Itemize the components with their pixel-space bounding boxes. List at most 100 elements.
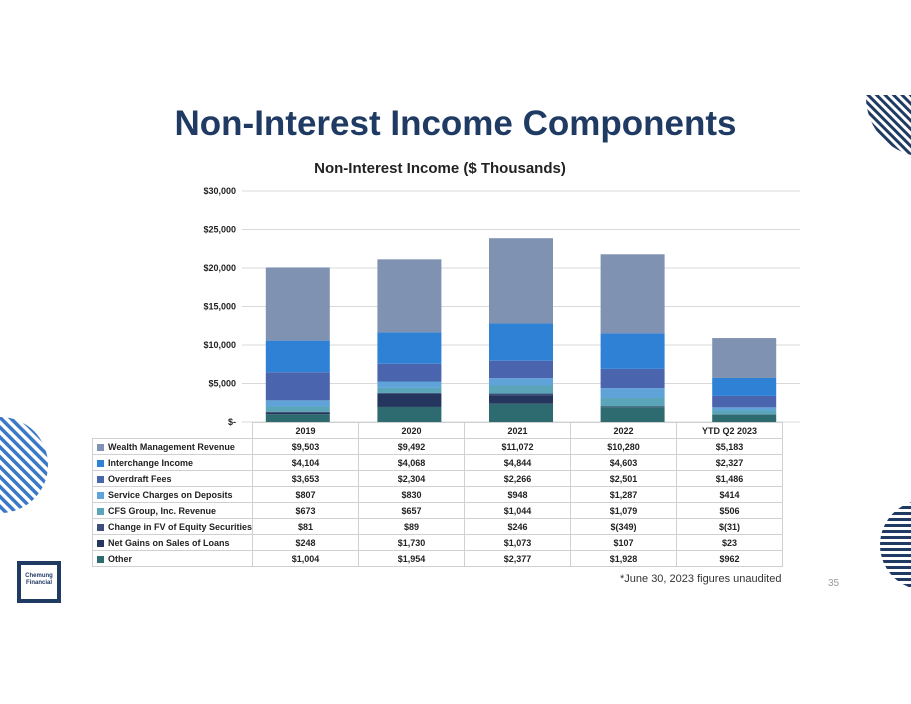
bar-segment [265, 412, 330, 415]
legend-swatch [97, 507, 104, 515]
table-row: Wealth Management Revenue $9,503 $9,492 $11… [91, 438, 784, 455]
table-cell: $10,280 [570, 438, 678, 455]
series-name: Change in FV of Equity Securities [108, 521, 253, 532]
y-tick-label: $- [228, 417, 236, 427]
legend-swatch [97, 491, 104, 499]
series-name: CFS Group, Inc. Revenue [108, 505, 217, 516]
bar-segment [712, 410, 777, 415]
bar-segment [377, 363, 442, 382]
y-tick-label: $15,000 [203, 302, 236, 312]
table-cell: $4,603 [570, 454, 678, 471]
table-body: Wealth Management Revenue $9,503 $9,492 $11… [91, 438, 784, 567]
table-cell: $3,653 [252, 470, 360, 487]
table-cell: $81 [252, 518, 360, 535]
y-tick-label: $25,000 [203, 225, 236, 235]
slide-title: Non-Interest Income Components [174, 104, 737, 143]
series-name: Other [108, 553, 133, 564]
legend-swatch [97, 523, 104, 531]
bar-segment [712, 377, 777, 396]
y-tick-label: $30,000 [203, 186, 236, 196]
table-cell: $246 [464, 518, 572, 535]
bar-segment [600, 398, 665, 407]
logo-text: Chemung Financial [21, 565, 57, 599]
bar-segment [600, 254, 665, 334]
table-row: Overdraft Fees $3,653 $2,304 $2,266 $2,501 $1… [91, 470, 784, 487]
series-label: Wealth Management Revenue [91, 438, 254, 455]
table-cell: $9,503 [252, 438, 360, 455]
table-cell: $5,183 [676, 438, 784, 455]
table-cell: $1,287 [570, 486, 678, 503]
y-tick-label: $5,000 [208, 379, 236, 389]
series-name: Wealth Management Revenue [108, 441, 235, 452]
bar-segment [600, 388, 665, 399]
bar-segment [600, 406, 665, 408]
table-cell: $1,079 [570, 502, 678, 519]
table-cell: $107 [570, 534, 678, 551]
table-cell: $23 [676, 534, 784, 551]
table-cell: $4,844 [464, 454, 572, 471]
table-row: Change in FV of Equity Securities $81 $89 $… [91, 518, 784, 535]
series-name: Service Charges on Deposits [108, 489, 233, 500]
table-cell: $9,492 [358, 438, 466, 455]
series-label: Service Charges on Deposits [91, 486, 254, 503]
table-cell: $2,304 [358, 470, 466, 487]
bar-segment [265, 406, 330, 412]
bar-segment [489, 378, 553, 386]
y-tick-label: $20,000 [203, 263, 236, 273]
chart-data-table: 2019 2020 2021 2022 YTD Q2 2023 Wealth Manag… [91, 422, 784, 567]
table-header-row: 2019 2020 2021 2022 YTD Q2 2023 [93, 422, 784, 439]
table-cell: $11,072 [464, 438, 572, 455]
table-cell: $1,928 [570, 550, 678, 567]
bar-segment [377, 393, 442, 407]
bar-segment [489, 393, 553, 396]
series-name: Net Gains on Sales of Loans [108, 537, 230, 548]
legend-swatch [97, 443, 104, 451]
table-cell: $2,501 [570, 470, 678, 487]
bar-segment [489, 395, 553, 404]
table-row: Other $1,004 $1,954 $2,377 $1,928 $962 [91, 550, 784, 567]
bar-segment [712, 414, 777, 422]
bar-segment [600, 333, 665, 369]
bar-segment [377, 332, 442, 364]
bar-segment [377, 259, 442, 333]
table-cell: $89 [358, 518, 466, 535]
series-label: Change in FV of Equity Securities [91, 518, 254, 535]
series-label: Interchange Income [91, 454, 254, 471]
bar-segment [265, 372, 330, 401]
bar-segment [265, 340, 330, 373]
series-label: Other [91, 550, 254, 567]
bar-segment [377, 406, 442, 422]
decorative-stripes-top-right [866, 95, 911, 155]
bar-segment [600, 368, 665, 389]
table-row: Net Gains on Sales of Loans $248 $1,730 $1,… [91, 534, 784, 551]
chart-title: Non-Interest Income ($ Thousands) [314, 160, 566, 177]
bar-segment [489, 403, 553, 422]
table-row: Interchange Income $4,104 $4,068 $4,844 $4,6… [91, 454, 784, 471]
legend-swatch [97, 475, 104, 483]
table-cell: $248 [252, 534, 360, 551]
decorative-stripes-right [880, 500, 911, 590]
bar-segment [489, 323, 553, 361]
legend-swatch [97, 459, 104, 467]
bar-segment [265, 411, 330, 413]
page-number: 35 [828, 578, 840, 589]
bar-segment [377, 392, 442, 394]
table-cell: $506 [676, 502, 784, 519]
series-label: Overdraft Fees [91, 470, 254, 487]
category-header: 2022 [570, 422, 678, 439]
category-header: YTD Q2 2023 [676, 422, 784, 439]
decorative-stripes-left [0, 417, 48, 513]
table-cell: $1,004 [252, 550, 360, 567]
bar-segment [489, 360, 553, 379]
table-cell: $2,327 [676, 454, 784, 471]
series-label: Net Gains on Sales of Loans [91, 534, 254, 551]
table-cell: $948 [464, 486, 572, 503]
table-cell: $(31) [676, 518, 784, 535]
legend-swatch [97, 539, 104, 547]
table-cell: $673 [252, 502, 360, 519]
bar-segment [265, 267, 330, 341]
table-cell: $4,068 [358, 454, 466, 471]
bar-segment [712, 338, 777, 378]
bar-segment [712, 395, 777, 408]
bar-segment [600, 407, 665, 422]
